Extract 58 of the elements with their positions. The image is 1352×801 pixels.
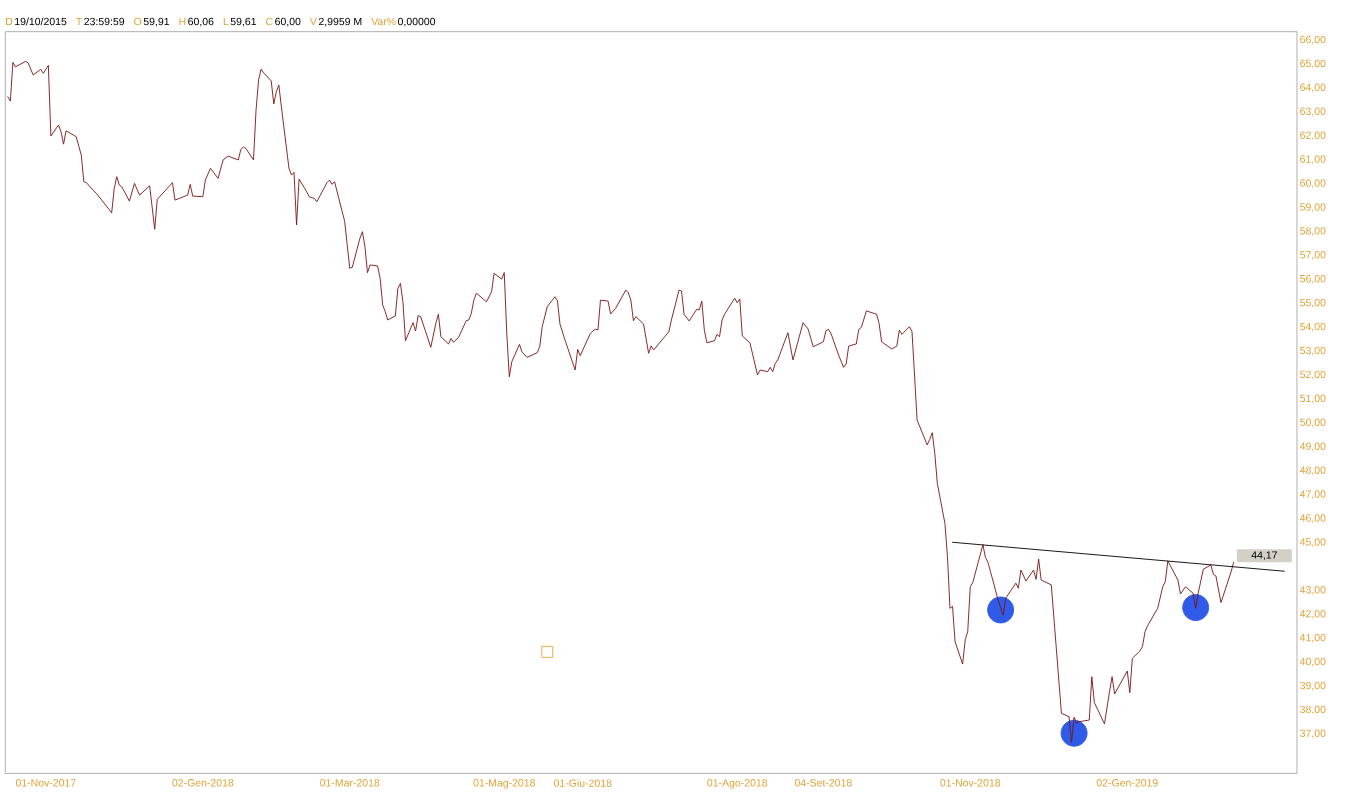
x-tick-label: 01-Mag-2018 [473, 779, 536, 789]
y-tick-label: 56,00 [1300, 274, 1326, 284]
point [1182, 594, 1210, 622]
x-tick-label: 01-Giu-2018 [553, 779, 612, 787]
x-tick-label: 02-Gen-2019 [1096, 779, 1158, 787]
x-tick-label: 01-Nov-2018 [940, 779, 1001, 787]
y-tick-label: 64,00 [1300, 83, 1326, 93]
y-tick-label: 39,00 [1300, 681, 1326, 691]
y-tick-label: 40,00 [1299, 657, 1326, 667]
y-tick-label: 47,00 [1299, 490, 1326, 499]
text: 59,61 [230, 17, 257, 27]
text: 2,9959 M [318, 17, 362, 27]
text: T [76, 17, 83, 26]
text: 23:59:59 [84, 17, 125, 26]
y-tick-label: 38,00 [1300, 705, 1326, 715]
y-tick-label: 48,00 [1299, 466, 1326, 476]
y-tick-label: 37,00 [1300, 729, 1326, 739]
y-tick-label: 45,00 [1299, 538, 1326, 547]
x-tick-label: 02-Gen-2018 [172, 779, 234, 787]
text: 19/10/2015 [15, 17, 67, 26]
y-tick-label: 41,00 [1299, 633, 1326, 643]
text: C [266, 17, 273, 26]
text: V [309, 17, 317, 26]
y-tick-label: 63,00 [1300, 107, 1326, 117]
x-tick-label: 01-Ago-2018 [707, 779, 768, 789]
text: 60,00 [275, 17, 301, 27]
y-tick-label: 52,00 [1300, 370, 1326, 380]
x-tick-label: 04-Set-2018 [794, 779, 852, 787]
y-tick-label: 55,00 [1300, 298, 1326, 308]
y-tick-label: 66,00 [1300, 35, 1326, 45]
y-tick-label: 62,00 [1300, 131, 1326, 141]
y-tick-label: 59,00 [1300, 203, 1326, 212]
text: 0,00000 [397, 17, 436, 27]
data-label: 44,17 [1251, 551, 1277, 560]
text: H [179, 17, 186, 26]
text: 59,91 [143, 17, 170, 27]
y-tick-label: 54,00 [1300, 322, 1326, 332]
y-tick-label: 61,00 [1300, 155, 1326, 165]
y-tick-label: 46,00 [1299, 514, 1326, 523]
y-tick-label: 53,00 [1300, 346, 1326, 356]
y-tick-label: 42,00 [1299, 609, 1326, 619]
y-tick-label: 50,00 [1300, 418, 1326, 428]
x-tick-label: 01-Mar-2018 [320, 779, 380, 787]
y-tick-label: 58,00 [1300, 227, 1326, 236]
line-series [7, 60, 1235, 743]
text: Var% [371, 17, 396, 26]
y-tick-label: 57,00 [1300, 251, 1326, 260]
text: D [6, 17, 13, 26]
text: 60,06 [188, 17, 214, 27]
y-tick-label: 60,00 [1300, 179, 1326, 188]
y-tick-label: 49,00 [1299, 442, 1326, 452]
text: L [223, 17, 229, 26]
y-tick-label: 51,00 [1300, 394, 1326, 404]
x-tick-label: 01-Nov-2017 [15, 779, 76, 787]
y-tick-label: 65,00 [1300, 59, 1326, 69]
y-tick-label: 43,00 [1299, 586, 1326, 595]
text: O [134, 17, 142, 26]
point [541, 645, 554, 658]
